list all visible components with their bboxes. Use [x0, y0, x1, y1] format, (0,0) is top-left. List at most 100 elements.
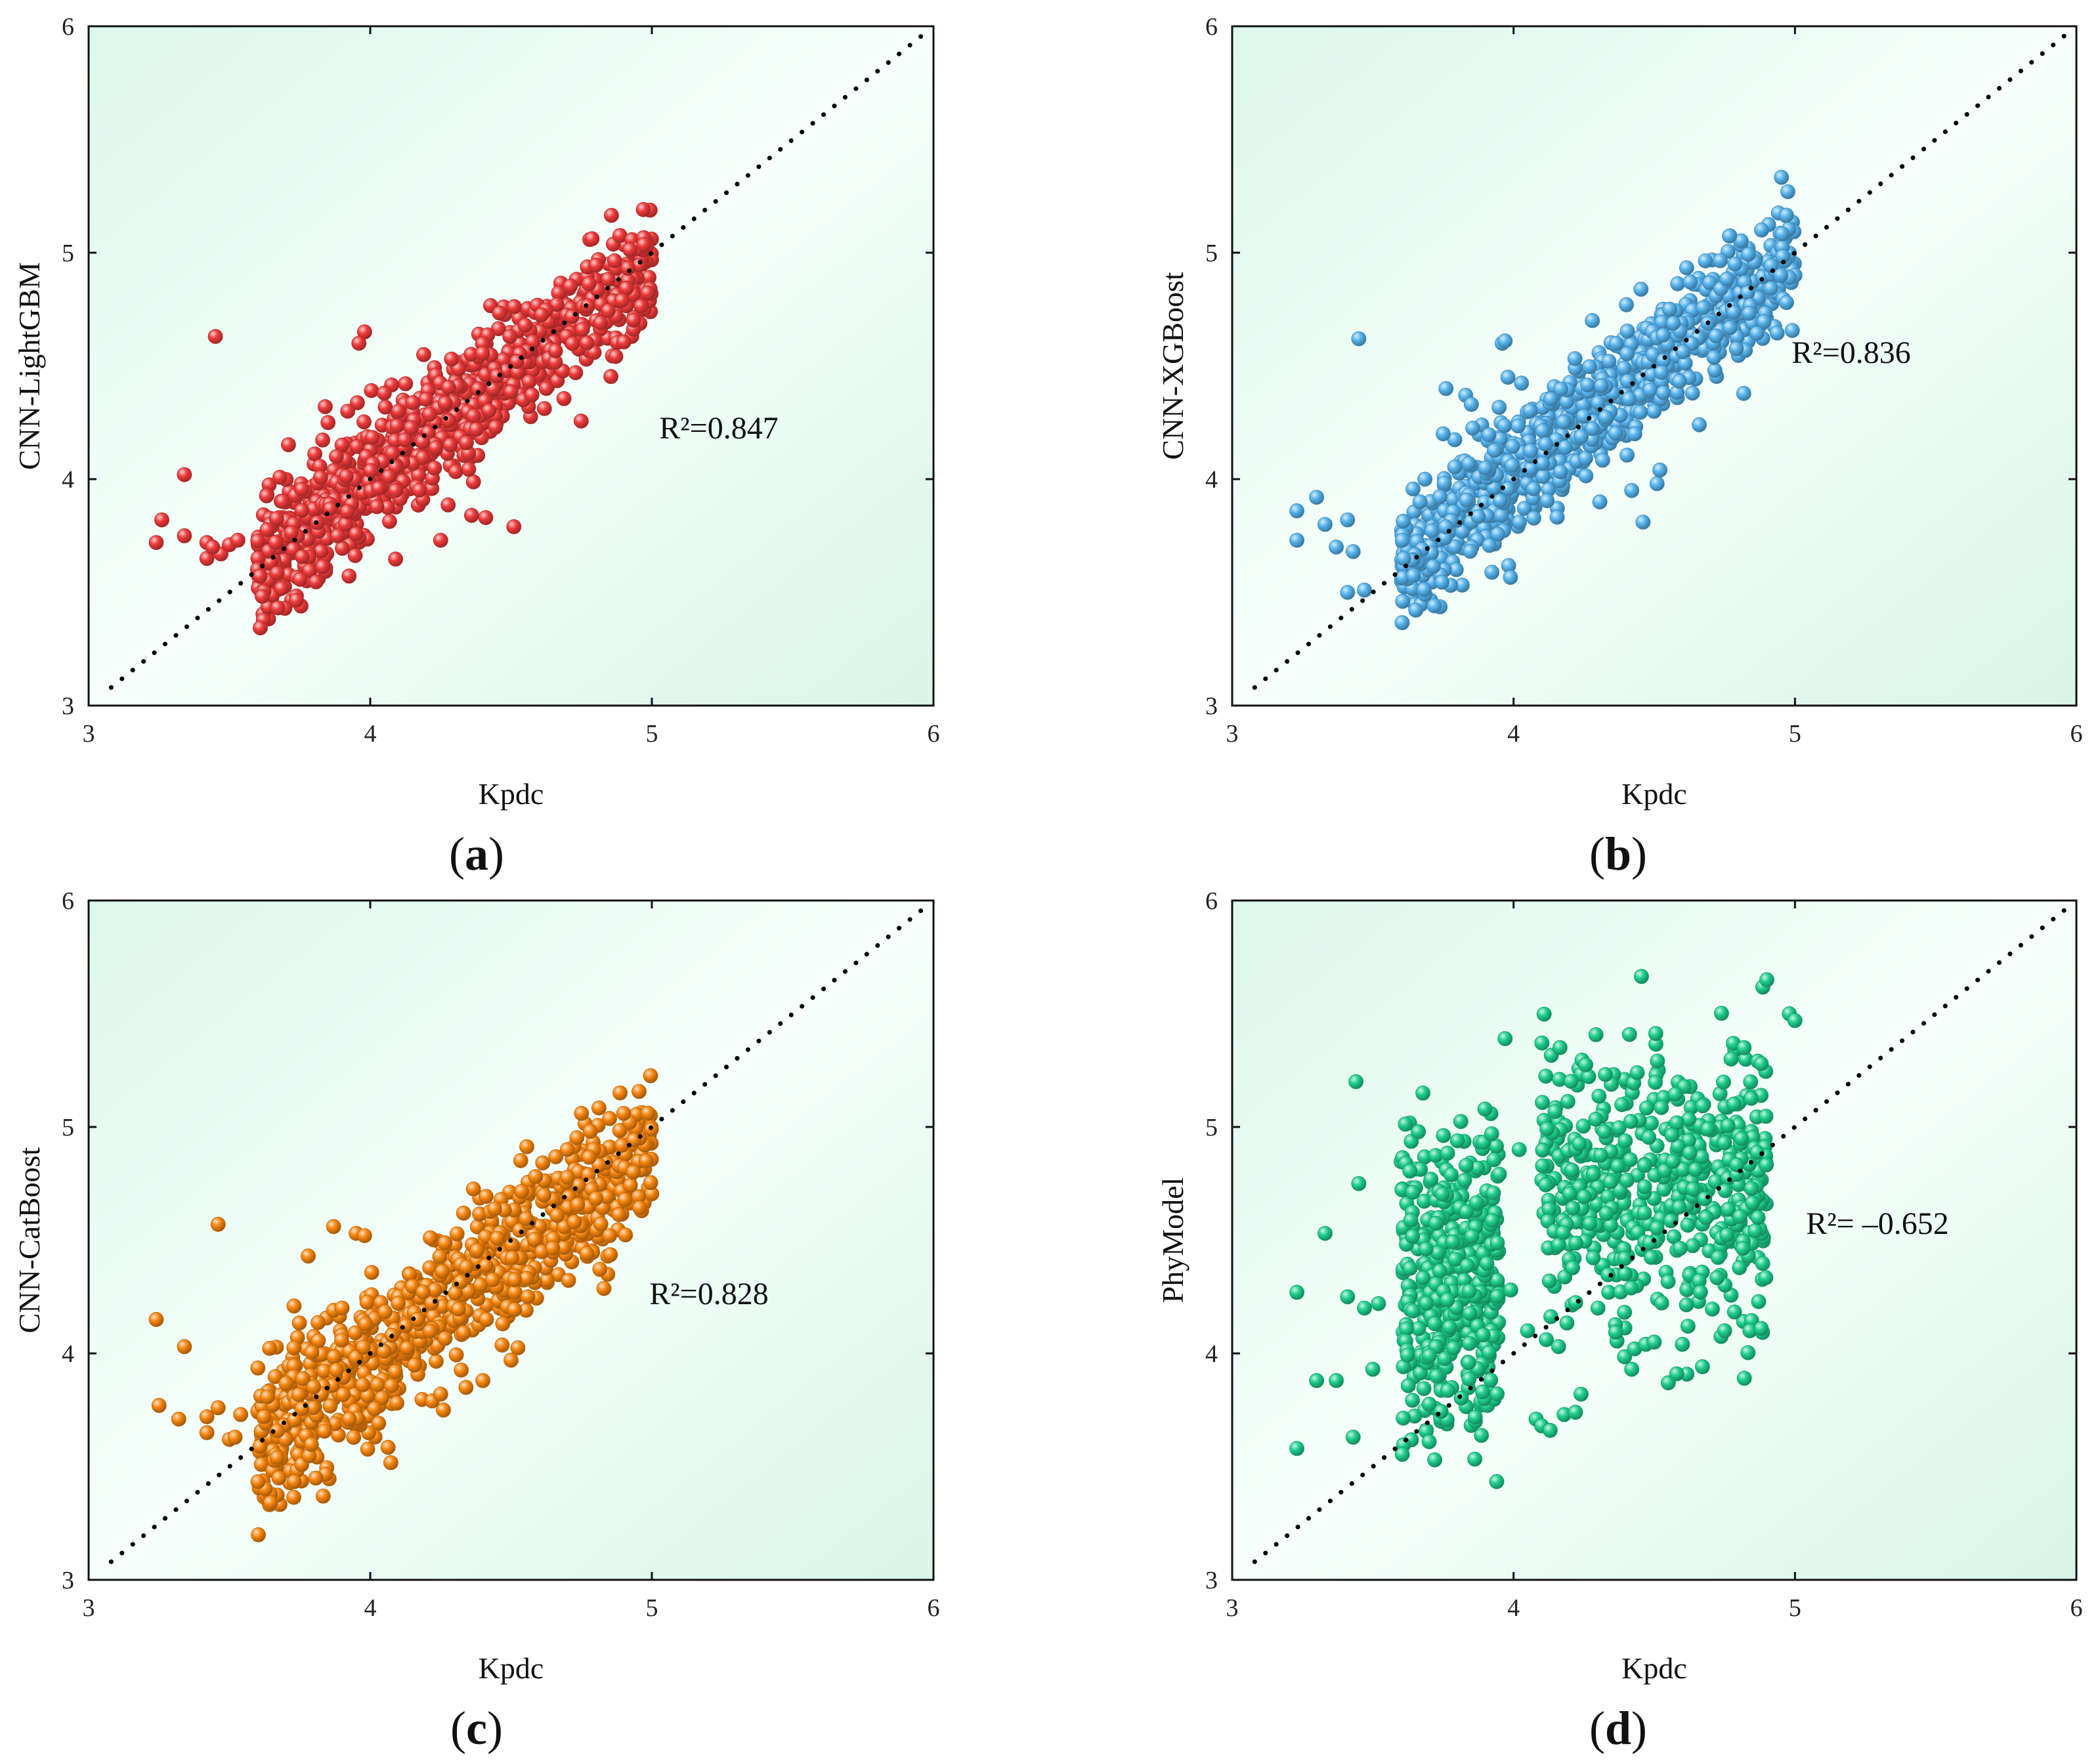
data-point	[1758, 1270, 1774, 1285]
data-point	[636, 237, 652, 253]
data-point	[433, 532, 448, 548]
data-point	[626, 312, 641, 328]
data-point	[1505, 438, 1520, 454]
data-point	[561, 1273, 576, 1288]
data-point	[451, 1302, 466, 1317]
data-point	[527, 1232, 542, 1247]
data-point	[1497, 333, 1513, 349]
data-point	[1289, 503, 1304, 519]
data-point	[1436, 426, 1451, 442]
data-point	[1608, 425, 1623, 441]
data-point	[593, 315, 609, 331]
data-point	[326, 1349, 342, 1365]
data-point	[1486, 1185, 1501, 1200]
data-point	[1486, 1152, 1502, 1168]
data-point	[1665, 315, 1681, 331]
data-point	[1461, 1336, 1477, 1351]
y-tick-label: 5	[62, 1114, 74, 1141]
data-point	[377, 1304, 393, 1320]
data-point	[1787, 1013, 1803, 1029]
r2-annotation: R²=0.836	[1791, 335, 1910, 370]
data-point	[1459, 492, 1474, 508]
data-point	[1744, 1181, 1759, 1197]
data-point	[1520, 1323, 1535, 1338]
data-point	[1463, 543, 1478, 559]
data-point	[1736, 1370, 1752, 1386]
data-point	[1340, 585, 1356, 600]
data-point	[1351, 1176, 1367, 1191]
data-point	[1558, 440, 1574, 455]
data-point	[383, 1378, 399, 1393]
data-point	[1449, 1133, 1465, 1149]
points-layer	[148, 202, 659, 635]
data-point	[405, 395, 421, 410]
data-point	[1351, 331, 1367, 347]
data-point	[563, 278, 578, 294]
data-point	[1453, 1114, 1468, 1130]
data-point	[1692, 1284, 1708, 1300]
x-axis-title: Kpdc	[479, 777, 544, 811]
data-point	[464, 507, 479, 523]
data-point	[1629, 1065, 1645, 1080]
data-point	[1751, 1294, 1767, 1309]
data-point	[559, 1142, 575, 1157]
data-point	[459, 435, 474, 450]
data-point	[1598, 1067, 1614, 1082]
panel-label-letter: a	[465, 828, 488, 880]
data-point	[1412, 494, 1428, 509]
data-point	[351, 335, 367, 351]
data-point	[389, 418, 405, 434]
data-point	[436, 1402, 451, 1418]
data-point	[1593, 378, 1609, 394]
data-point	[456, 1205, 471, 1221]
data-point	[1511, 1142, 1527, 1157]
panel-label-letter: b	[1605, 828, 1631, 880]
data-point	[274, 580, 289, 596]
data-point	[252, 568, 268, 584]
data-point	[1289, 1284, 1304, 1300]
data-point	[1649, 476, 1665, 492]
data-point	[1526, 511, 1541, 526]
data-point	[579, 1246, 595, 1262]
data-point	[1553, 381, 1569, 397]
data-point	[171, 1411, 186, 1427]
data-point	[588, 257, 604, 273]
data-point	[1773, 268, 1789, 283]
data-point	[1345, 544, 1361, 559]
panel-d: 3 4 5 6 3 4 5 6 Kpdc PhyModel R²= –0.652…	[1156, 887, 2083, 1754]
data-point	[308, 574, 324, 589]
panel-label: (c)	[450, 1702, 503, 1754]
data-point	[347, 1325, 363, 1340]
data-point	[1417, 471, 1433, 487]
data-point	[1340, 512, 1356, 528]
data-point	[442, 437, 458, 453]
data-point	[1671, 373, 1687, 389]
data-point	[626, 1164, 641, 1180]
data-point	[1576, 1189, 1592, 1204]
data-point	[1405, 1393, 1421, 1408]
y-tick-label: 6	[62, 13, 74, 41]
data-point	[250, 1360, 266, 1376]
data-point	[207, 329, 223, 344]
data-point	[1479, 1256, 1495, 1271]
data-point	[253, 620, 268, 635]
data-point	[340, 404, 356, 419]
data-point	[592, 1262, 608, 1277]
data-point	[536, 401, 552, 416]
data-point	[1481, 1345, 1497, 1361]
data-point	[503, 384, 519, 400]
data-point	[564, 308, 580, 324]
data-point	[567, 1214, 582, 1229]
data-point	[381, 469, 396, 484]
data-point	[1717, 1183, 1733, 1199]
x-tick-label: 6	[2070, 720, 2083, 748]
data-point	[1755, 1256, 1770, 1271]
data-point	[1745, 1195, 1761, 1211]
data-point	[549, 1208, 565, 1223]
data-point	[1357, 1300, 1372, 1316]
data-point	[1467, 1451, 1483, 1467]
data-point	[1396, 513, 1411, 529]
data-point	[1400, 1347, 1415, 1363]
data-point	[440, 413, 456, 429]
data-point	[1500, 370, 1516, 385]
